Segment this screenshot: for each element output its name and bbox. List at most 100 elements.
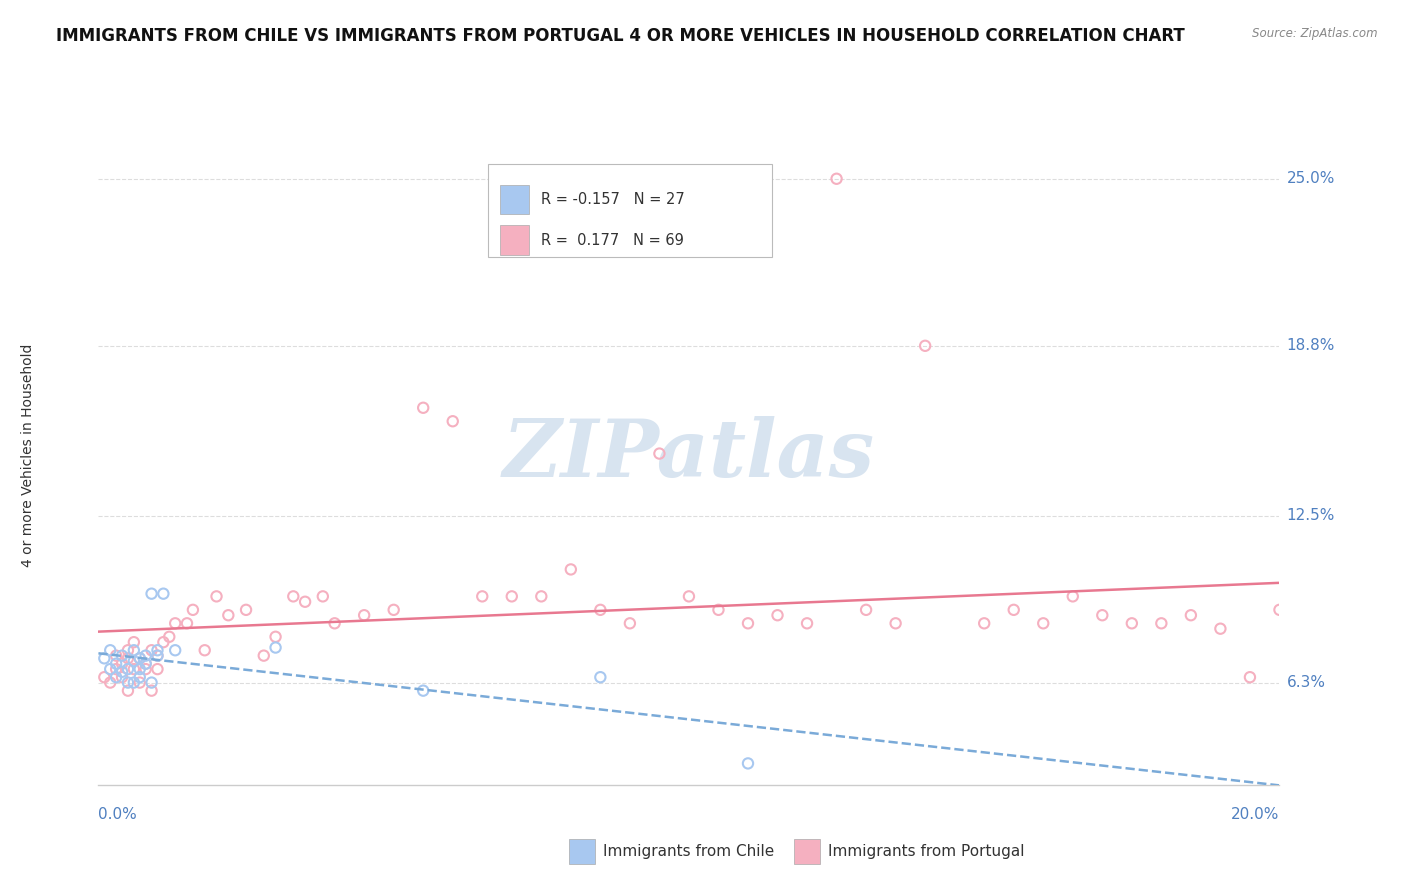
- Point: [176, 616, 198, 631]
- Point: [737, 616, 759, 631]
- Point: [181, 603, 204, 617]
- Point: [973, 616, 995, 631]
- Point: [135, 657, 157, 671]
- Point: [117, 662, 139, 676]
- Point: [122, 643, 145, 657]
- Text: R =  0.177   N = 69: R = 0.177 N = 69: [541, 233, 685, 248]
- Point: [1032, 616, 1054, 631]
- Point: [1150, 616, 1173, 631]
- Point: [141, 643, 163, 657]
- Point: [117, 651, 139, 665]
- Point: [619, 616, 641, 631]
- Point: [146, 643, 169, 657]
- Point: [141, 587, 163, 601]
- Point: [93, 670, 115, 684]
- Point: [855, 603, 877, 617]
- Point: [1002, 603, 1025, 617]
- Point: [412, 401, 434, 415]
- Point: [560, 562, 582, 576]
- Point: [471, 590, 494, 604]
- Point: [323, 616, 346, 631]
- Point: [737, 756, 759, 771]
- Point: [1180, 608, 1202, 623]
- Point: [382, 603, 405, 617]
- Point: [825, 171, 848, 186]
- Point: [312, 590, 335, 604]
- Point: [146, 662, 169, 676]
- Point: [111, 670, 134, 684]
- Text: 12.5%: 12.5%: [1286, 508, 1334, 523]
- Text: 6.3%: 6.3%: [1286, 675, 1326, 690]
- Text: 25.0%: 25.0%: [1286, 171, 1334, 186]
- Point: [1209, 622, 1232, 636]
- Point: [105, 670, 128, 684]
- Point: [1386, 635, 1406, 649]
- Bar: [501, 226, 530, 255]
- Text: 20.0%: 20.0%: [1232, 807, 1279, 822]
- Bar: [488, 164, 772, 257]
- Point: [884, 616, 907, 631]
- Point: [353, 608, 375, 623]
- Point: [146, 648, 169, 663]
- Point: [1327, 622, 1350, 636]
- Point: [914, 339, 936, 353]
- Point: [1239, 670, 1261, 684]
- Point: [1062, 590, 1084, 604]
- Point: [98, 643, 121, 657]
- Point: [152, 635, 174, 649]
- Point: [122, 662, 145, 676]
- Point: [135, 657, 157, 671]
- Point: [205, 590, 228, 604]
- Point: [412, 683, 434, 698]
- Point: [194, 643, 217, 657]
- Point: [128, 651, 150, 665]
- Bar: [501, 185, 530, 214]
- Text: R = -0.157   N = 27: R = -0.157 N = 27: [541, 192, 685, 207]
- Point: [122, 675, 145, 690]
- Point: [589, 603, 612, 617]
- Point: [157, 630, 180, 644]
- Point: [128, 662, 150, 676]
- Text: ZIPatlas: ZIPatlas: [503, 417, 875, 493]
- Point: [135, 648, 157, 663]
- Point: [128, 651, 150, 665]
- Point: [1357, 675, 1379, 690]
- Point: [283, 590, 305, 604]
- Point: [128, 675, 150, 690]
- Point: [141, 683, 163, 698]
- Point: [122, 654, 145, 668]
- Point: [141, 675, 163, 690]
- Text: Immigrants from Portugal: Immigrants from Portugal: [828, 845, 1025, 859]
- Point: [501, 590, 523, 604]
- Point: [98, 675, 121, 690]
- Point: [1121, 616, 1143, 631]
- Point: [235, 603, 257, 617]
- Point: [678, 590, 700, 604]
- Point: [766, 608, 789, 623]
- Text: Source: ZipAtlas.com: Source: ZipAtlas.com: [1253, 27, 1378, 40]
- Point: [122, 635, 145, 649]
- Point: [648, 446, 671, 460]
- Point: [165, 616, 187, 631]
- Point: [98, 662, 121, 676]
- Point: [111, 665, 134, 679]
- Text: 0.0%: 0.0%: [98, 807, 138, 822]
- Text: 18.8%: 18.8%: [1286, 338, 1334, 353]
- Point: [93, 651, 115, 665]
- Text: 4 or more Vehicles in Household: 4 or more Vehicles in Household: [21, 343, 35, 566]
- Point: [117, 643, 139, 657]
- Point: [105, 657, 128, 671]
- Point: [530, 590, 553, 604]
- Point: [111, 648, 134, 663]
- Point: [128, 670, 150, 684]
- Point: [253, 648, 276, 663]
- Point: [152, 587, 174, 601]
- Point: [111, 657, 134, 671]
- Point: [589, 670, 612, 684]
- Point: [294, 595, 316, 609]
- Point: [105, 662, 128, 676]
- Point: [707, 603, 730, 617]
- Point: [217, 608, 239, 623]
- Point: [796, 616, 818, 631]
- Point: [117, 675, 139, 690]
